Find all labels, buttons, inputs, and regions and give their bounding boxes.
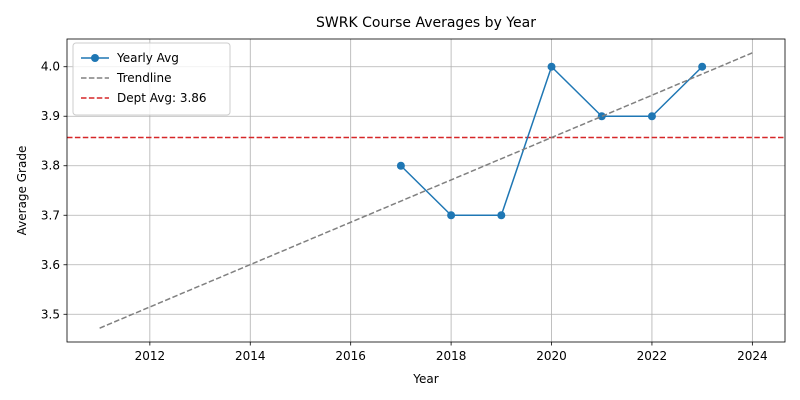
- y-tick-label: 3.7: [41, 208, 60, 222]
- axes-ticks: 2012 2014 2016 2018 2020 2022 2024 3.5 3.6 3.7 3.8…: [41, 60, 768, 363]
- x-tick-label: 2024: [737, 349, 768, 363]
- yearly-avg-point: [547, 62, 556, 71]
- series-layer: [99, 52, 753, 329]
- yearly-avg-point: [698, 62, 707, 71]
- legend-marker: [91, 54, 99, 62]
- x-tick-label: 2014: [235, 349, 266, 363]
- y-tick-label: 3.6: [41, 258, 60, 272]
- x-tick-label: 2022: [637, 349, 668, 363]
- y-tick-label: 3.8: [41, 159, 60, 173]
- y-tick-label: 4.0: [41, 60, 60, 74]
- yearly-avg-point: [597, 112, 606, 121]
- y-tick-label: 3.9: [41, 109, 60, 123]
- plot-area: [66, 38, 786, 343]
- legend: Yearly Avg Trendline Dept Avg: 3.86: [72, 42, 231, 116]
- yearly-avg-point: [447, 211, 456, 220]
- x-tick-label: 2012: [135, 349, 166, 363]
- x-tick-label: 2018: [436, 349, 467, 363]
- grid: [67, 39, 785, 342]
- y-tick-label: 3.5: [41, 307, 60, 321]
- legend-entry-label: Trendline: [116, 71, 172, 85]
- legend-box: [72, 42, 231, 116]
- y-axis-label: Average Grade: [15, 146, 29, 236]
- yearly-avg-point: [647, 112, 656, 121]
- yearly-avg-point: [396, 161, 405, 170]
- x-axis-label: Year: [412, 372, 438, 386]
- x-tick-label: 2016: [335, 349, 366, 363]
- yearly-avg-point: [497, 211, 506, 220]
- legend-entry-label: Yearly Avg: [116, 51, 179, 65]
- legend-entry-label: Dept Avg: 3.86: [117, 91, 207, 105]
- x-tick-label: 2020: [536, 349, 567, 363]
- chart-title: SWRK Course Averages by Year: [316, 15, 536, 31]
